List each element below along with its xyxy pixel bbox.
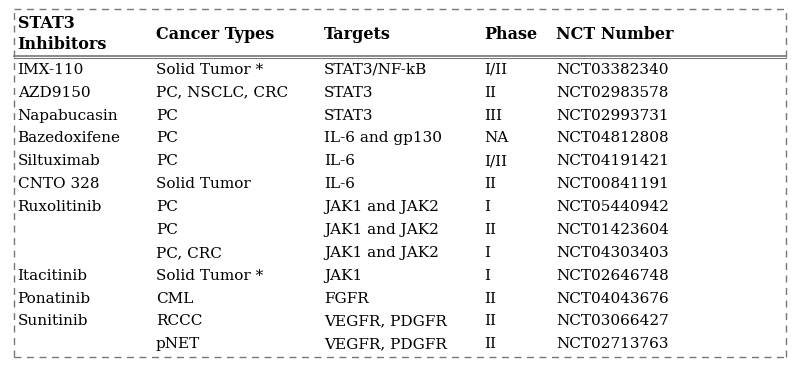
Text: FGFR: FGFR [324, 292, 369, 306]
Text: Ponatinib: Ponatinib [18, 292, 90, 306]
Text: NCT03382340: NCT03382340 [556, 63, 669, 77]
Text: II: II [484, 292, 496, 306]
Text: PC: PC [156, 154, 178, 168]
Text: Napabucasin: Napabucasin [18, 109, 118, 123]
Text: CNTO 328: CNTO 328 [18, 177, 99, 191]
Text: Phase: Phase [484, 26, 537, 43]
Text: I: I [484, 246, 490, 260]
Text: RCCC: RCCC [156, 314, 202, 328]
Text: II: II [484, 337, 496, 351]
Text: PC, NSCLC, CRC: PC, NSCLC, CRC [156, 86, 288, 100]
Text: JAK1 and JAK2: JAK1 and JAK2 [324, 246, 439, 260]
Text: II: II [484, 314, 496, 328]
Text: Solid Tumor *: Solid Tumor * [156, 63, 263, 77]
Text: STAT3: STAT3 [324, 109, 374, 123]
Text: III: III [484, 109, 502, 123]
Text: Ruxolitinib: Ruxolitinib [18, 200, 102, 214]
Text: NCT01423604: NCT01423604 [556, 223, 669, 237]
Text: JAK1: JAK1 [324, 269, 362, 283]
Text: VEGFR, PDGFR: VEGFR, PDGFR [324, 314, 447, 328]
Text: NCT02993731: NCT02993731 [556, 109, 669, 123]
Text: I: I [484, 200, 490, 214]
Text: NCT02646748: NCT02646748 [556, 269, 669, 283]
Text: Siltuximab: Siltuximab [18, 154, 100, 168]
Text: NA: NA [484, 131, 508, 145]
Text: STAT3: STAT3 [324, 86, 374, 100]
Text: IL-6 and gp130: IL-6 and gp130 [324, 131, 442, 145]
Text: STAT3/NF-kB: STAT3/NF-kB [324, 63, 427, 77]
Text: I: I [484, 269, 490, 283]
Text: NCT02713763: NCT02713763 [556, 337, 669, 351]
Text: Sunitinib: Sunitinib [18, 314, 88, 328]
Text: II: II [484, 177, 496, 191]
Text: I/II: I/II [484, 154, 507, 168]
Text: II: II [484, 223, 496, 237]
Text: IL-6: IL-6 [324, 154, 355, 168]
Text: PC, CRC: PC, CRC [156, 246, 222, 260]
Text: IL-6: IL-6 [324, 177, 355, 191]
Text: NCT04191421: NCT04191421 [556, 154, 669, 168]
Text: JAK1 and JAK2: JAK1 and JAK2 [324, 223, 439, 237]
Text: PC: PC [156, 109, 178, 123]
Text: NCT03066427: NCT03066427 [556, 314, 669, 328]
Text: AZD9150: AZD9150 [18, 86, 90, 100]
Text: PC: PC [156, 223, 178, 237]
Text: NCT04303403: NCT04303403 [556, 246, 669, 260]
Text: I/II: I/II [484, 63, 507, 77]
Text: Targets: Targets [324, 26, 391, 43]
Text: NCT Number: NCT Number [556, 26, 674, 43]
Text: NCT02983578: NCT02983578 [556, 86, 668, 100]
Text: Cancer Types: Cancer Types [156, 26, 274, 43]
Text: NCT05440942: NCT05440942 [556, 200, 669, 214]
Text: II: II [484, 86, 496, 100]
Text: PC: PC [156, 200, 178, 214]
Text: pNET: pNET [156, 337, 200, 351]
Text: VEGFR, PDGFR: VEGFR, PDGFR [324, 337, 447, 351]
Text: IMX-110: IMX-110 [18, 63, 84, 77]
Text: Solid Tumor: Solid Tumor [156, 177, 250, 191]
Text: Solid Tumor *: Solid Tumor * [156, 269, 263, 283]
Text: JAK1 and JAK2: JAK1 and JAK2 [324, 200, 439, 214]
Text: PC: PC [156, 131, 178, 145]
Text: NCT00841191: NCT00841191 [556, 177, 669, 191]
Text: Bazedoxifene: Bazedoxifene [18, 131, 121, 145]
Text: NCT04043676: NCT04043676 [556, 292, 669, 306]
Text: Itacitinib: Itacitinib [18, 269, 88, 283]
Text: STAT3
Inhibitors: STAT3 Inhibitors [18, 15, 107, 53]
Text: NCT04812808: NCT04812808 [556, 131, 669, 145]
Text: CML: CML [156, 292, 194, 306]
